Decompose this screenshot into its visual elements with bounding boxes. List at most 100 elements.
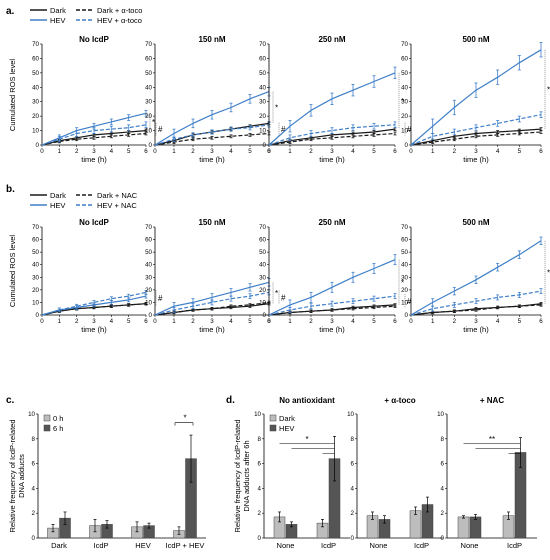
legend-a-hev-label: HEV: [50, 16, 65, 25]
y-tick-label: 70: [145, 41, 152, 48]
y-tick-label: 8: [441, 436, 445, 443]
y-axis-label-b: Cumulated ROS level: [8, 235, 17, 307]
x-tick-label: 1: [288, 318, 292, 325]
category-label: None: [461, 541, 479, 550]
panel-letter-b: b.: [6, 184, 15, 195]
y-tick-label: 50: [259, 70, 266, 77]
y-tick-label: 50: [401, 70, 408, 77]
line-chart-a-0: No IcdP 0 10 20 30 40 50 60 70 0 1 2 3 4 5 6 time (h) *#: [32, 35, 163, 164]
x-tick-label: 2: [191, 318, 195, 325]
category-label: IcdP: [507, 541, 522, 550]
y-tick-label: 20: [401, 113, 408, 120]
x-tick-label: 2: [191, 148, 195, 155]
y-tick-label: 20: [32, 113, 39, 120]
sig-hash: #: [281, 125, 286, 134]
y-tick-label: 0: [258, 535, 262, 542]
panel-letter-d: d.: [226, 395, 235, 406]
sig-star: *: [547, 268, 550, 277]
legend-a-dark-label: Dark: [50, 6, 66, 15]
x-tick-label: 5: [518, 318, 522, 325]
y-tick-label: 50: [145, 249, 152, 256]
legend-b-dark-label: Dark: [50, 191, 66, 200]
bar-chart-c: 0 2 4 6 8 10 Dark IcdP HEV IcdP + HEV *: [28, 411, 206, 550]
y-tick-label: 60: [32, 237, 39, 244]
category-label: Dark: [51, 541, 67, 550]
x-tick-label: 2: [453, 318, 457, 325]
x-tick-label: 1: [288, 148, 292, 155]
chart-title: 150 nM: [198, 218, 225, 227]
y-tick-label: 40: [401, 262, 408, 269]
y-tick-label: 0: [405, 312, 409, 319]
y-tick-label: 40: [145, 84, 152, 91]
x-tick-label: 0: [153, 318, 157, 325]
y-tick-label: 0: [32, 535, 36, 542]
y-tick-label: 8: [258, 436, 262, 443]
legend-a-dark-toco-label: Dark + α-toco: [97, 6, 142, 15]
x-tick-label: 6: [393, 318, 397, 325]
chart-title: No IcdP: [79, 35, 109, 44]
legend-a: Dark Dark + α-toco HEV HEV + α-toco: [30, 6, 142, 25]
x-tick-label: 1: [172, 318, 176, 325]
sig-hash: #: [407, 125, 412, 134]
legend-d-dark-label: Dark: [279, 414, 295, 423]
y-tick-label: 10: [28, 411, 35, 418]
x-tick-label: 2: [75, 148, 79, 155]
x-axis-label: time (h): [319, 325, 345, 334]
x-tick-label: 6: [539, 148, 543, 155]
x-tick-label: 3: [92, 318, 96, 325]
category-label: IcdP + HEV: [166, 541, 205, 550]
y-tick-label: 10: [145, 128, 152, 135]
y-tick-label: 70: [145, 224, 152, 231]
legend-c-0h-swatch: [43, 414, 51, 422]
x-tick-label: 4: [351, 148, 355, 155]
y-tick-label: 10: [259, 128, 266, 135]
x-tick-label: 6: [267, 148, 271, 155]
y-tick-label: 30: [259, 99, 266, 106]
panel-letter-c: c.: [6, 395, 15, 406]
legend-c: 0 h 6 h: [43, 414, 63, 433]
y-tick-label: 60: [259, 55, 266, 62]
y-tick-label: 2: [351, 510, 355, 517]
y-tick-label: 4: [32, 485, 36, 492]
x-axis-label: time (h): [463, 325, 489, 334]
legend-c-6h-swatch: [43, 424, 51, 432]
y-tick-label: 40: [145, 262, 152, 269]
x-axis-label: time (h): [81, 325, 107, 334]
chart-title: 250 nM: [318, 35, 345, 44]
y-tick-label: 4: [441, 485, 445, 492]
y-tick-label: 70: [259, 41, 266, 48]
x-tick-label: 4: [110, 318, 114, 325]
y-tick-label: 40: [259, 84, 266, 91]
y-tick-label: 30: [32, 274, 39, 281]
x-tick-label: 6: [267, 318, 271, 325]
y-tick-label: 2: [441, 510, 445, 517]
category-label: HEV: [135, 541, 150, 550]
y-tick-label: 30: [145, 99, 152, 106]
y-tick-label: 20: [145, 287, 152, 294]
y-tick-label: 20: [259, 113, 266, 120]
y-tick-label: 70: [401, 224, 408, 231]
y-tick-label: 10: [401, 299, 408, 306]
y-tick-label: 0: [441, 535, 445, 542]
y-tick-label: 20: [401, 287, 408, 294]
x-tick-label: 3: [474, 318, 478, 325]
y-tick-label: 0: [263, 312, 267, 319]
y-tick-label: 10: [401, 128, 408, 135]
x-tick-label: 0: [40, 318, 44, 325]
x-tick-label: 1: [431, 318, 435, 325]
y-axis-label-d-1: Relative frequency of IcdP-related: [233, 420, 242, 533]
y-tick-label: 10: [259, 299, 266, 306]
sig-star: **: [489, 435, 495, 444]
y-tick-label: 30: [32, 99, 39, 106]
sig-hash: #: [158, 125, 163, 134]
chart-title: 500 nM: [462, 218, 489, 227]
y-tick-label: 60: [401, 55, 408, 62]
y-tick-label: 50: [145, 70, 152, 77]
line-chart-a-3: 500 nM 0 10 20 30 40 50 60 70 0 1 2 3 4 5 6 time (h) * #: [401, 35, 550, 164]
legend-d-hev-swatch: [269, 424, 277, 432]
y-tick-label: 0: [263, 142, 267, 149]
line-chart-b-0: No IcdP 0 10 20 30 40 50 60 70 0 1 2 3 4 5 6 time (h) #: [32, 218, 163, 334]
